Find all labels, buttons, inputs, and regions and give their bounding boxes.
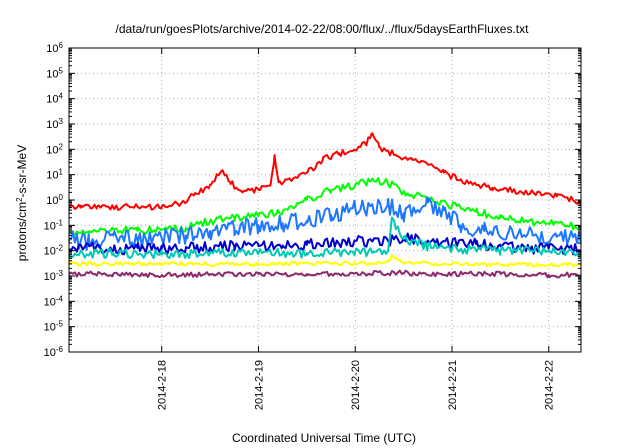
y-axis-label-pre: protons/cm [15,202,29,261]
y-tick-label: 106 [46,41,63,56]
series-line [69,132,581,211]
y-tick-label: 10-4 [44,294,64,309]
y-tick-label: 102 [46,142,63,157]
y-tick-label: 10-5 [44,319,64,334]
y-tick-label: 104 [46,91,63,106]
series-line [69,216,581,260]
y-tick-label: 103 [46,117,63,132]
x-tick-label: 2014-2-18 [157,360,169,410]
series-line [69,269,581,279]
y-tick-labels: 10-6 10-5 10-4 10-3 10-2 10-1 100 101 102 103 104 1… [44,41,64,360]
y-tick-label: 100 [46,193,63,208]
grid [69,48,581,352]
series-line [69,177,581,236]
y-tick-label: 10-1 [44,218,64,233]
x-tick-label: 2014-2-21 [447,360,459,410]
y-tick-label: 105 [46,66,63,81]
x-tick-label: 2014-2-20 [350,360,362,410]
series-group [69,132,581,279]
y-tick-label: 101 [46,167,63,182]
y-axis-label-post: -s-sr-MeV [15,145,29,198]
x-axis-label: Coordinated Universal Time (UTC) [232,431,416,445]
y-axis-label-sup: 2 [15,197,24,202]
series-line [69,196,581,251]
x-tick-labels: 2014-2-18 2014-2-19 2014-2-20 2014-2-21 2014… [157,360,556,410]
series-line [69,253,581,268]
ticks [69,47,581,353]
x-tick-label: 2014-2-22 [544,360,556,410]
y-tick-label: 10-6 [44,345,64,360]
x-tick-label: 2014-2-19 [253,360,265,410]
y-tick-label: 10-3 [44,269,64,284]
y-axis-label: protons/cm2-s-sr-MeV [15,145,30,261]
chart-title: /data/run/goesPlots/archive/2014-02-22/0… [116,22,530,36]
y-tick-label: 10-2 [44,243,64,258]
